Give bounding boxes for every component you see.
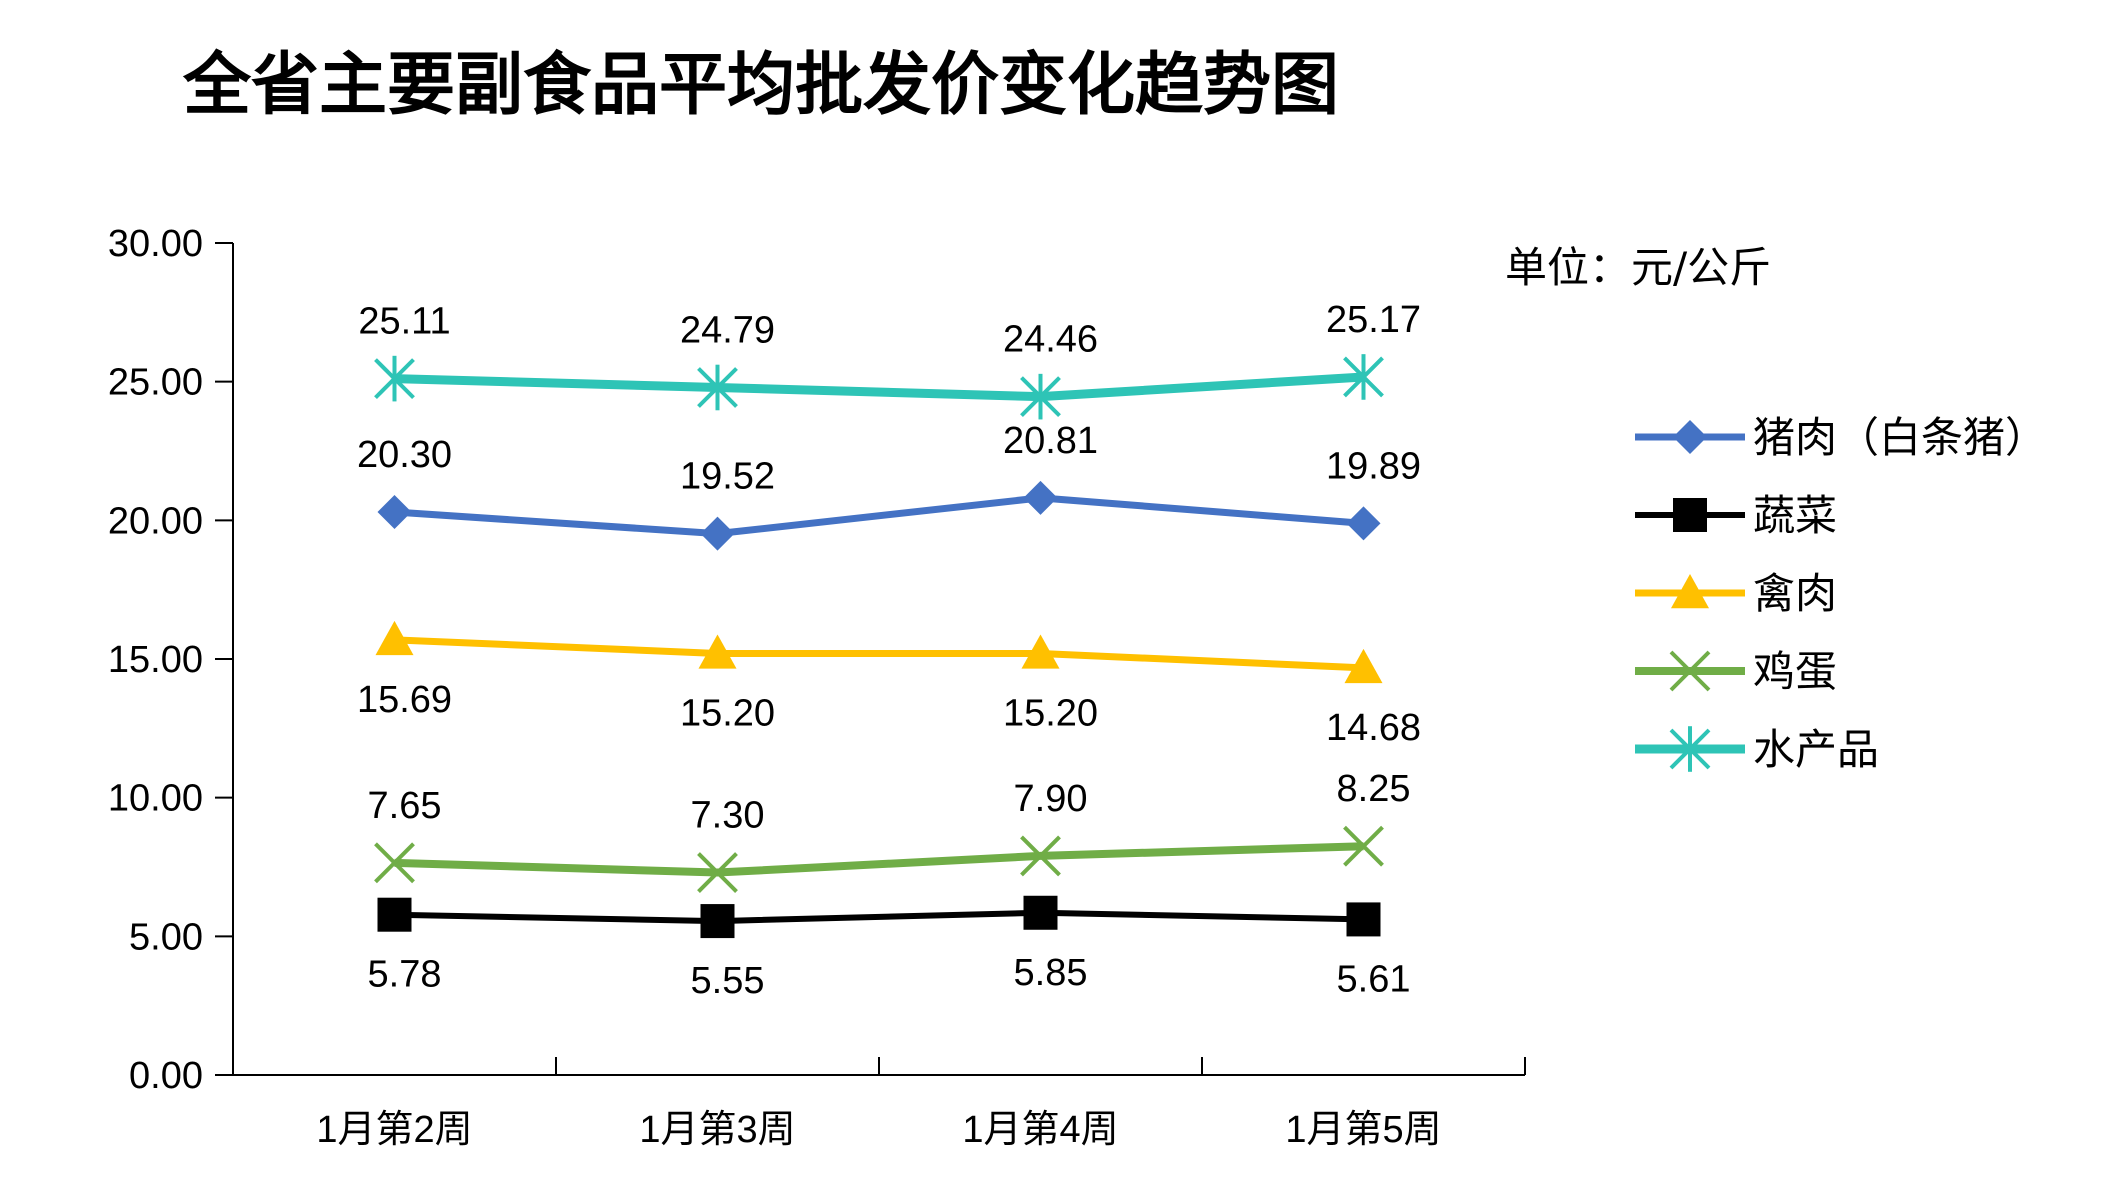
y-tick-label: 25.00 — [108, 362, 203, 404]
series-line — [394, 842, 1364, 877]
data-label: 25.17 — [1326, 299, 1421, 341]
data-label: 20.81 — [1003, 420, 1098, 462]
x-tick-label: 1月第2周 — [316, 1109, 472, 1151]
data-label: 20.30 — [357, 434, 452, 476]
data-label: 25.11 — [358, 301, 450, 343]
data-point — [374, 842, 415, 884]
legend-marker — [1669, 726, 1711, 772]
legend-item: 猪肉（白条猪） — [1635, 413, 2047, 462]
data-point — [698, 634, 737, 669]
data-point — [1020, 373, 1061, 420]
data-point — [700, 516, 735, 551]
data-label: 5.61 — [1337, 958, 1411, 1000]
data-point — [1343, 825, 1384, 867]
data-label: 15.20 — [680, 692, 775, 734]
data-label: 5.55 — [691, 960, 765, 1002]
data-label: 7.65 — [368, 785, 442, 827]
legend-label: 鸡蛋 — [1753, 647, 1837, 696]
data-labels: 20.30 19.52 20.81 19.89 5.78 5.55 5.85 5.61 15.6… — [357, 299, 1421, 1002]
series-line — [394, 909, 1364, 925]
data-point — [374, 355, 415, 402]
data-point — [700, 904, 735, 939]
unit-label: 单位：元/公斤 — [1505, 243, 1771, 292]
series-line — [394, 636, 1364, 672]
data-point — [697, 852, 738, 893]
axes: 0.00 5.00 10.00 15.00 20.00 25.00 30.00 1月第2周 1月… — [108, 223, 1526, 1151]
data-point — [1020, 835, 1061, 877]
data-label: 19.52 — [680, 456, 775, 498]
x-tick-label: 1月第4周 — [962, 1109, 1118, 1151]
legend-item: 水产品 — [1635, 725, 1879, 774]
data-label: 24.79 — [680, 309, 775, 351]
data-label: 15.69 — [357, 679, 452, 721]
data-label: 14.68 — [1326, 707, 1421, 749]
data-label: 5.78 — [368, 954, 442, 996]
legend-label: 猪肉（白条猪） — [1753, 413, 2047, 462]
data-label: 19.89 — [1326, 445, 1421, 487]
data-label: 5.85 — [1014, 952, 1088, 994]
data-point — [1344, 648, 1383, 684]
y-tick-label: 0.00 — [129, 1055, 203, 1097]
data-point — [697, 364, 738, 411]
x-tick-label: 1月第5周 — [1285, 1109, 1441, 1151]
series-line — [394, 494, 1364, 538]
legend-marker — [1671, 574, 1709, 609]
legend-label: 水产品 — [1753, 725, 1879, 774]
data-point — [1021, 634, 1060, 669]
data-label: 15.20 — [1003, 692, 1098, 734]
data-point — [1343, 354, 1384, 400]
data-label: 7.90 — [1014, 778, 1088, 820]
y-tick-label: 15.00 — [108, 639, 203, 681]
data-label: 8.25 — [1337, 768, 1411, 810]
legend-marker — [1673, 420, 1707, 454]
series-line — [394, 372, 1364, 402]
data-point — [377, 495, 412, 530]
legend-marker — [1673, 498, 1707, 532]
legend-label: 禽肉 — [1753, 569, 1837, 618]
series-layer — [374, 354, 1384, 939]
legend-marker — [1669, 650, 1711, 692]
x-tick-label: 1月第3周 — [639, 1109, 795, 1151]
data-point — [1346, 506, 1381, 541]
data-point — [1023, 480, 1058, 515]
legend-label: 蔬菜 — [1753, 491, 1837, 540]
data-point — [377, 897, 412, 932]
y-tick-label: 20.00 — [108, 500, 203, 542]
data-point — [1346, 902, 1381, 937]
y-tick-label: 30.00 — [108, 223, 203, 265]
y-tick-label: 10.00 — [108, 778, 203, 820]
legend-item: 蔬菜 — [1635, 491, 1837, 540]
data-label: 7.30 — [691, 795, 765, 837]
y-tick-label: 5.00 — [129, 916, 203, 958]
data-point — [1023, 895, 1058, 930]
chart-title: 全省主要副食品平均批发价变化趋势图 — [182, 46, 1339, 125]
data-point — [375, 620, 414, 656]
legend-item: 鸡蛋 — [1635, 647, 1837, 696]
data-label: 24.46 — [1003, 319, 1098, 361]
legend-item: 禽肉 — [1635, 569, 1837, 618]
